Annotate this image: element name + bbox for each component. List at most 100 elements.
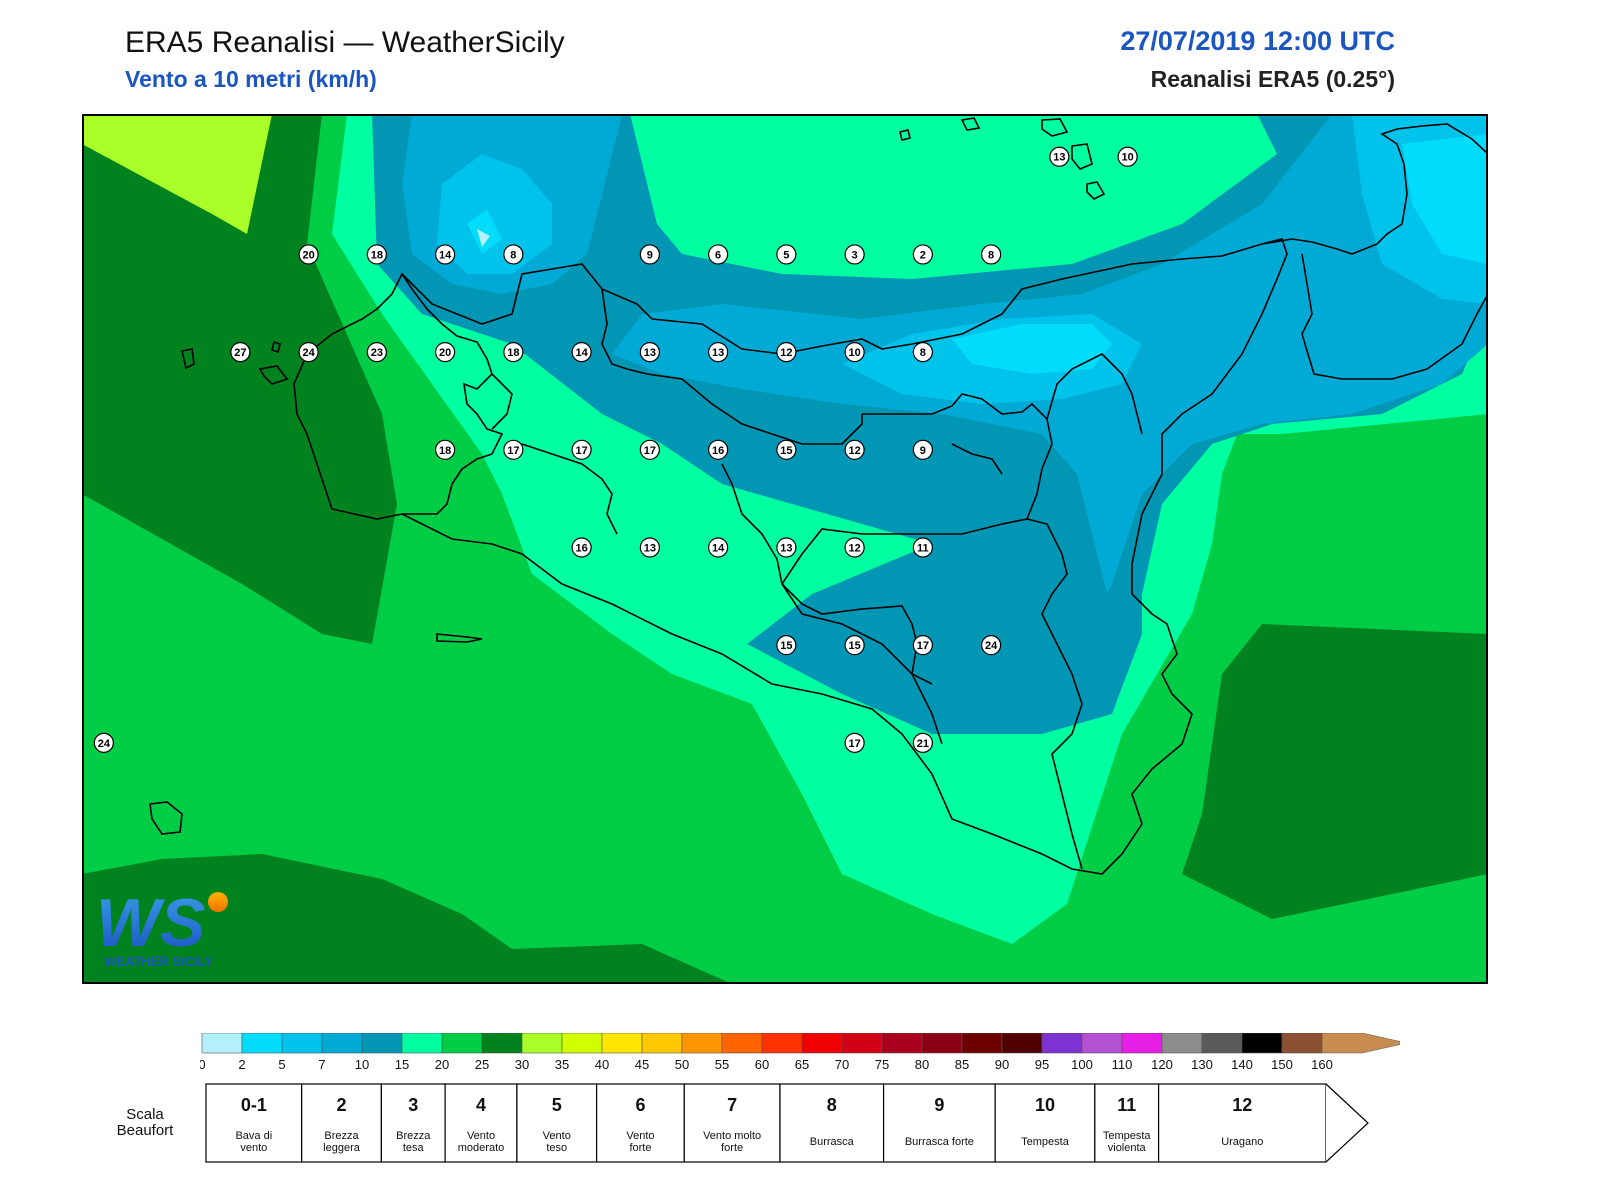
station-circle bbox=[844, 439, 865, 460]
station-marker: 15 bbox=[844, 635, 865, 656]
station-marker: 13 bbox=[776, 537, 797, 558]
station-value: 12 bbox=[848, 445, 860, 457]
station-value: 18 bbox=[439, 445, 451, 457]
station-value: 18 bbox=[507, 347, 519, 359]
station-circle bbox=[571, 342, 592, 363]
colorbar-tick: 85 bbox=[955, 1057, 969, 1072]
colorbar-tick: 2 bbox=[238, 1057, 245, 1072]
beaufort-number: 12 bbox=[1232, 1095, 1252, 1115]
logo-text: WEATHER SICILY bbox=[104, 954, 213, 969]
station-marker: 8 bbox=[981, 244, 1002, 265]
station-value: 9 bbox=[647, 249, 653, 261]
station-value: 10 bbox=[1122, 152, 1134, 164]
colorbar-swatch bbox=[201, 1033, 243, 1054]
station-marker: 13 bbox=[639, 537, 660, 558]
station-marker: 13 bbox=[708, 342, 729, 363]
beaufort-item: 11 Tempesta violenta bbox=[1094, 1083, 1160, 1163]
station-value: 11 bbox=[917, 542, 929, 554]
beaufort-item: 7 Vento molto forte bbox=[683, 1083, 781, 1163]
beaufort-item: 9 Burrasca forte bbox=[882, 1083, 996, 1163]
data-source: Reanalisi ERA5 (0.25°) bbox=[1150, 66, 1395, 92]
beaufort-item: 12 Uragano bbox=[1157, 1083, 1369, 1163]
beaufort-cell bbox=[301, 1083, 382, 1163]
station-value: 21 bbox=[917, 738, 929, 750]
station-circle bbox=[639, 342, 660, 363]
station-value: 13 bbox=[644, 347, 656, 359]
station-value: 14 bbox=[439, 249, 452, 261]
beaufort-cell bbox=[596, 1083, 685, 1163]
station-value: 17 bbox=[644, 445, 656, 457]
calabria-coastline bbox=[1261, 123, 1488, 380]
beaufort-desc: Vento moderato bbox=[458, 1130, 504, 1154]
beaufort-desc: Vento molto forte bbox=[703, 1130, 761, 1154]
colorbar-swatch bbox=[961, 1033, 1003, 1054]
beaufort-desc: Brezza leggera bbox=[323, 1130, 361, 1154]
colorbar-swatch bbox=[641, 1033, 683, 1054]
colorbar-swatch bbox=[1201, 1033, 1243, 1054]
beaufort-number: 2 bbox=[337, 1095, 347, 1115]
colorbar-swatch bbox=[841, 1033, 883, 1054]
station-circle bbox=[776, 342, 797, 363]
station-marker: 12 bbox=[776, 342, 797, 363]
colorbar-swatch bbox=[1241, 1033, 1283, 1054]
station-value: 24 bbox=[98, 738, 111, 750]
station-value: 15 bbox=[780, 640, 792, 652]
station-circle bbox=[844, 732, 865, 753]
station-circle bbox=[366, 244, 387, 265]
beaufort-cell bbox=[779, 1083, 885, 1163]
station-circle bbox=[844, 244, 865, 265]
station-circle bbox=[776, 244, 797, 265]
station-circle bbox=[981, 244, 1002, 265]
logo-monogram: WS bbox=[96, 885, 206, 961]
station-value: 17 bbox=[575, 445, 587, 457]
station-marker: 10 bbox=[844, 342, 865, 363]
station-circle bbox=[503, 439, 524, 460]
station-value: 27 bbox=[234, 347, 246, 359]
station-values: 13 10 20 18 14 8 9 6 5 3 2 8 27 24 23 20 18 14 13 13 12 10 8 18… bbox=[93, 146, 1138, 753]
minor-islands bbox=[149, 117, 1106, 835]
beaufort-number: 3 bbox=[408, 1095, 418, 1115]
station-marker: 24 bbox=[298, 342, 319, 363]
station-value: 12 bbox=[780, 347, 792, 359]
colorbar-tick: 140 bbox=[1231, 1057, 1253, 1072]
station-circle bbox=[639, 537, 660, 558]
beaufort-number: 11 bbox=[1117, 1095, 1136, 1115]
colorbar-swatch bbox=[681, 1033, 723, 1054]
station-circle bbox=[708, 439, 729, 460]
station-circle bbox=[844, 537, 865, 558]
station-circle bbox=[912, 244, 933, 265]
station-marker: 11 bbox=[912, 537, 933, 558]
colorbar-tick: 15 bbox=[395, 1057, 409, 1072]
colorbar-swatch bbox=[241, 1033, 283, 1054]
colorbar-tick: 30 bbox=[515, 1057, 529, 1072]
colorbar-swatch bbox=[921, 1033, 963, 1054]
colorbar-tick: 75 bbox=[875, 1057, 889, 1072]
station-value: 20 bbox=[439, 347, 451, 359]
station-circle bbox=[298, 244, 319, 265]
station-marker: 21 bbox=[912, 732, 933, 753]
station-circle bbox=[1049, 146, 1070, 167]
beaufort-number: 4 bbox=[476, 1095, 486, 1115]
colorbar-tick: 25 bbox=[475, 1057, 489, 1072]
colorbar-tick: 20 bbox=[435, 1057, 449, 1072]
beaufort-number: 9 bbox=[934, 1095, 944, 1115]
station-marker: 3 bbox=[844, 244, 865, 265]
station-marker: 17 bbox=[639, 439, 660, 460]
beaufort-cell bbox=[516, 1083, 598, 1163]
station-circle bbox=[571, 439, 592, 460]
station-marker: 20 bbox=[298, 244, 319, 265]
station-circle bbox=[298, 342, 319, 363]
station-circle bbox=[503, 342, 524, 363]
station-value: 12 bbox=[848, 542, 860, 554]
beaufort-desc: Tempesta violenta bbox=[1103, 1130, 1152, 1154]
station-marker: 18 bbox=[435, 439, 456, 460]
colorbar-swatch bbox=[481, 1033, 523, 1054]
station-value: 18 bbox=[371, 249, 383, 261]
station-value: 15 bbox=[780, 445, 792, 457]
colorbar-tick: 120 bbox=[1151, 1057, 1173, 1072]
beaufort-scale-label: Scala Beaufort bbox=[116, 1106, 174, 1139]
colorbar-swatch bbox=[281, 1033, 323, 1054]
colorbar-swatch bbox=[1321, 1033, 1400, 1054]
beaufort-cell bbox=[380, 1083, 446, 1163]
beaufort-desc: Uragano bbox=[1221, 1136, 1263, 1148]
